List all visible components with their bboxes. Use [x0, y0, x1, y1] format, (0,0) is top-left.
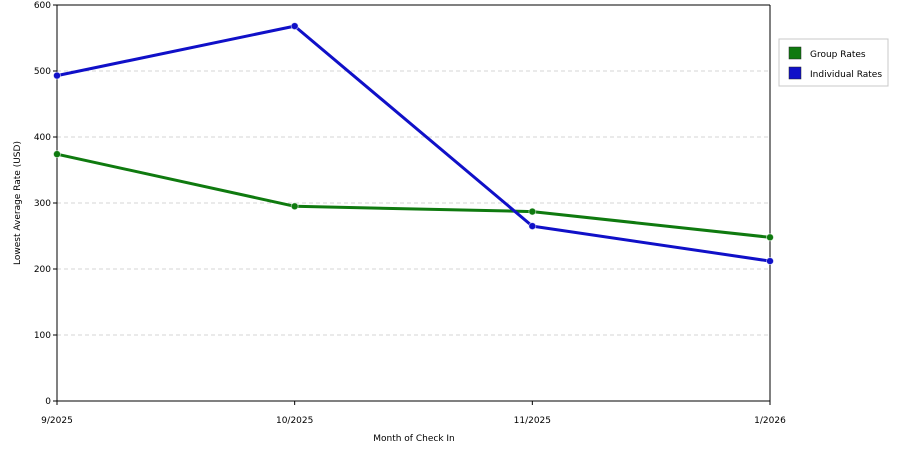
data-point-individual-rates: [528, 222, 537, 231]
y-tick-label: 500: [34, 67, 51, 77]
grid-lines: [57, 70, 770, 336]
y-axis-title: Lowest Average Rate (USD): [13, 141, 23, 265]
series-line-individual-rates: [56, 24, 771, 263]
y-tick-label: 300: [34, 199, 51, 209]
data-point-group-rates: [528, 207, 537, 216]
y-tick-label: 400: [34, 133, 51, 143]
legend-swatch-individual-rates: [788, 66, 802, 80]
x-tick-label: 10/2025: [276, 416, 313, 426]
legend-label-group-rates: Group Rates: [810, 50, 866, 60]
data-point-group-rates: [53, 150, 61, 159]
y-tick-label: 600: [34, 1, 51, 11]
x-tick-label: 11/2025: [514, 416, 551, 426]
x-axis-ticks: 9/2025 10/2025 11/2025 1/2026: [41, 401, 786, 426]
data-point-individual-rates: [290, 22, 299, 31]
legend-label-individual-rates: Individual Rates: [810, 70, 882, 80]
data-point-group-rates: [766, 233, 774, 242]
series-line-group-rates: [56, 152, 771, 239]
x-axis-title: Month of Check In: [373, 434, 455, 444]
legend: Group Rates Individual Rates: [778, 38, 889, 87]
data-point-group-rates: [290, 202, 299, 211]
legend-swatch-group-rates: [788, 46, 802, 60]
data-point-individual-rates: [766, 257, 774, 265]
data-point-individual-rates: [53, 71, 61, 80]
x-tick-label: 9/2025: [41, 416, 73, 426]
y-tick-label: 200: [34, 265, 51, 275]
y-tick-label: 100: [34, 331, 51, 341]
series-layer: [53, 22, 774, 265]
y-tick-label: 0: [45, 397, 51, 407]
y-axis-ticks: 0 100 200 300 400 500 600: [34, 1, 57, 407]
x-tick-label: 1/2026: [754, 416, 786, 426]
